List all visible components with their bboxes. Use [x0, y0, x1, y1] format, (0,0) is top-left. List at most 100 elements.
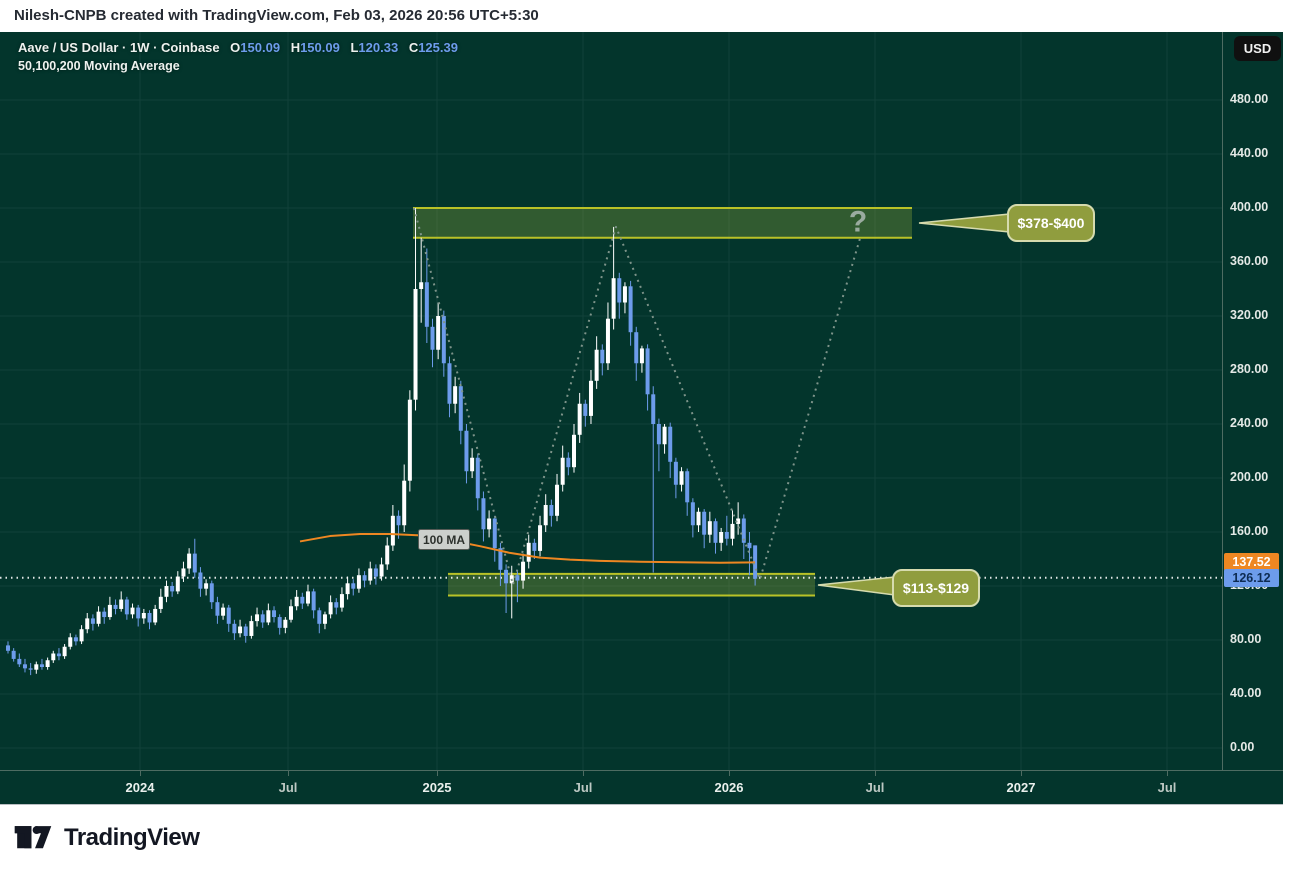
time-axis-label: 2027 — [1006, 780, 1036, 795]
price-axis-label: 80.00 — [1230, 632, 1262, 646]
candle-body — [713, 521, 718, 543]
candle-body — [124, 599, 129, 615]
candle-body — [402, 480, 407, 526]
candle-body — [753, 545, 758, 579]
question-mark: ? — [849, 206, 867, 239]
candle-body — [294, 596, 299, 607]
ma-tag-box — [418, 529, 470, 550]
symbol-title: Aave / US Dollar · 1W · Coinbase — [18, 40, 220, 55]
candle-body — [39, 664, 44, 667]
currency-toggle-button[interactable]: USD — [1234, 36, 1281, 61]
candle-body — [85, 618, 90, 630]
candle-body — [90, 618, 95, 624]
time-axis-label: Jul — [573, 780, 593, 795]
candle-body — [702, 511, 707, 535]
candle-body — [549, 505, 554, 516]
candle-body — [289, 606, 293, 620]
candle-body — [605, 318, 610, 364]
candle-body — [362, 575, 367, 581]
candle-body — [68, 637, 73, 647]
candle-body — [147, 613, 152, 623]
candle-body — [588, 380, 593, 416]
candle-body — [79, 629, 84, 642]
candle-body — [617, 278, 622, 303]
time-axis-label: Jul — [865, 780, 885, 795]
candle-body — [424, 282, 429, 327]
candle-body — [690, 502, 695, 526]
candle-body — [481, 498, 486, 530]
candle-body — [373, 568, 378, 577]
candle-body — [153, 608, 158, 623]
candle-body — [322, 614, 327, 624]
candle-body — [164, 586, 169, 597]
candle-body — [487, 518, 492, 530]
candle-body — [543, 505, 548, 526]
attribution-text: Nilesh-CNPB created with TradingView.com… — [0, 0, 1295, 32]
time-axis-tick — [1167, 771, 1168, 776]
tradingview-logo-icon — [14, 826, 52, 849]
candle-body — [634, 332, 639, 364]
candle-body — [747, 542, 752, 549]
candlestick-chart[interactable]: ? 100 MA $378-$400 $113-$129 — [0, 32, 1222, 770]
candle-body — [187, 553, 192, 569]
candle-body — [204, 583, 209, 589]
time-axis-tick — [1021, 771, 1022, 776]
candle-body — [277, 617, 282, 628]
candle-body — [577, 403, 582, 435]
candle-body — [662, 426, 667, 445]
price-axis-label: 440.00 — [1230, 146, 1269, 160]
candle-body — [526, 542, 531, 562]
time-axis-label: 2026 — [714, 780, 744, 795]
candle-body — [390, 515, 395, 546]
price-axis-label: 320.00 — [1230, 308, 1269, 322]
candle-body — [119, 599, 124, 609]
candle-body — [668, 426, 673, 462]
candle-body — [475, 457, 480, 499]
candle-body — [492, 518, 497, 549]
ma-price-tag: 137.52 — [1224, 553, 1279, 572]
candle-body — [368, 568, 373, 581]
candle-body — [656, 424, 661, 445]
candle-body — [255, 614, 260, 622]
candle-body — [351, 583, 356, 589]
chart-panel[interactable]: ? 100 MA $378-$400 $113-$129 Aave / US Doll… — [0, 32, 1283, 805]
candle-body — [311, 591, 316, 611]
candle-body — [470, 457, 475, 472]
open-value: 150.09 — [240, 40, 281, 55]
candle-body — [260, 614, 265, 623]
upper-zone-callout-balloon — [1007, 204, 1095, 242]
candle-body — [651, 394, 656, 424]
candle-body — [696, 511, 701, 526]
time-axis-tick — [437, 771, 438, 776]
candle-body — [192, 553, 197, 573]
candle-body — [300, 596, 305, 604]
candle-body — [28, 668, 33, 670]
candle-body — [453, 386, 458, 404]
candle-body — [62, 646, 67, 657]
candle-body — [175, 576, 180, 592]
candle-body — [181, 568, 186, 577]
indicator-legend: 50,100,200 Moving Average — [18, 59, 180, 73]
price-axis-label: 280.00 — [1230, 362, 1269, 376]
candle-body — [215, 602, 220, 616]
low-label: L — [350, 40, 359, 55]
price-axis-label: 40.00 — [1230, 686, 1262, 700]
candle-body — [447, 363, 452, 404]
low-value: 120.33 — [358, 40, 399, 55]
candle-body — [56, 653, 61, 657]
price-axis-label: 200.00 — [1230, 470, 1269, 484]
candle-body — [266, 610, 271, 623]
candle-body — [724, 532, 729, 539]
candle-body — [504, 569, 509, 584]
time-axis-tick — [875, 771, 876, 776]
close-value: 125.39 — [418, 40, 458, 55]
candle-body — [555, 484, 560, 516]
price-axis[interactable]: 480.00 440.00 400.00 360.00 320.00 280.00 240.… — [1222, 32, 1283, 770]
candle-body — [209, 583, 214, 603]
candle-body — [17, 658, 22, 665]
time-axis[interactable]: 2024 Jul 2025 Jul 2026 Jul 2027 Jul — [0, 770, 1283, 804]
candle-body — [594, 349, 599, 381]
candle-body — [107, 604, 112, 618]
candle-body — [6, 645, 10, 651]
candle-body — [34, 664, 39, 670]
